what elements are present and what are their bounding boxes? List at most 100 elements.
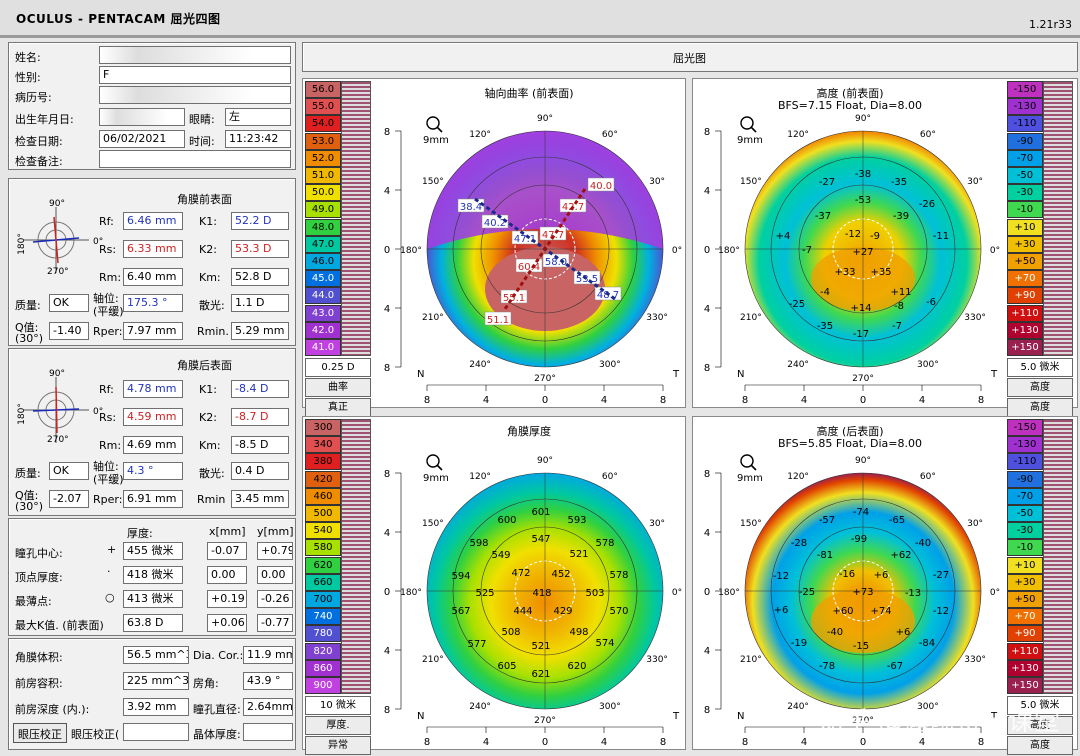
map-title: 角膜厚度 — [507, 425, 551, 438]
svg-text:9mm: 9mm — [737, 135, 763, 146]
note-field[interactable] — [99, 150, 291, 168]
angle-label: 房角: — [193, 677, 219, 690]
map-value: 594 — [451, 571, 470, 582]
dia-field: 11.9 mm — [243, 646, 293, 664]
front-km-label: Km: — [199, 271, 221, 284]
time-field[interactable]: 11:23:42 — [225, 130, 291, 148]
name-field[interactable] — [99, 46, 291, 64]
svg-text:0: 0 — [860, 395, 866, 406]
svg-text:0: 0 — [704, 245, 710, 256]
svg-text:300°: 300° — [917, 360, 939, 370]
map-value: 498 — [569, 627, 588, 638]
svg-text:270°: 270° — [534, 716, 556, 726]
map-value: -12 — [845, 229, 861, 240]
sex-field[interactable]: F — [99, 66, 291, 84]
svg-text:0°: 0° — [990, 246, 1000, 256]
scale-cell: 53.0 — [305, 132, 341, 150]
map-title: 高度 (后表面) — [816, 425, 884, 438]
front-title: 角膜前表面 — [177, 193, 232, 206]
scale-cell: -30 — [1007, 522, 1043, 540]
scale-type-button[interactable]: 真正 — [305, 398, 371, 418]
map-value: -99 — [851, 534, 867, 545]
svg-text:180°: 180° — [400, 246, 422, 256]
iop-correction-button[interactable]: 眼压校正 — [13, 723, 67, 743]
scale-mode-button[interactable]: 高度 — [1007, 716, 1073, 736]
svg-text:4: 4 — [384, 528, 390, 539]
map-value: 418 — [532, 588, 551, 599]
map-value: -39 — [893, 211, 909, 222]
scale-cell: 540 — [305, 522, 341, 540]
front-diag-right: 0° — [93, 237, 104, 247]
svg-text:120°: 120° — [787, 472, 809, 482]
exam-date-field[interactable]: 06/02/2021 — [99, 130, 185, 148]
svg-text:4: 4 — [384, 646, 390, 657]
scale-mode-button[interactable]: 曲率 — [305, 378, 371, 398]
acv-field: 225 mm^3 — [123, 672, 189, 690]
id-field[interactable] — [99, 86, 291, 104]
pachy-row-x: +0.06 — [207, 614, 247, 632]
map-subtitle: BFS=7.15 Float, Dia=8.00 — [777, 99, 922, 112]
svg-text:120°: 120° — [469, 130, 491, 140]
scale-cell: -30 — [1007, 184, 1043, 202]
svg-text:8: 8 — [978, 395, 984, 406]
pupil-label: 瞳孔直径: — [193, 703, 241, 716]
scale-cell: -70 — [1007, 149, 1043, 167]
map-value: -11 — [933, 231, 949, 242]
scale-type-button[interactable]: 异常 — [305, 736, 371, 756]
map-value: +11 — [890, 287, 911, 298]
front-axis-field: 175.3 ° — [123, 294, 183, 312]
note-label: 检查备注: — [15, 155, 63, 168]
svg-text:150°: 150° — [422, 177, 444, 187]
pachymetry-panel: 厚度: x[mm] y[mm] 瞳孔中心: + 455 微米 -0.07 +0.… — [8, 518, 296, 636]
volume-label: 角膜体积: — [15, 651, 63, 664]
scale-type-button[interactable]: 高度 — [1007, 736, 1073, 756]
svg-text:0: 0 — [542, 737, 548, 748]
scale-cell: +130 — [1007, 659, 1043, 677]
svg-text:150°: 150° — [422, 519, 444, 529]
scale-cell: +30 — [1007, 235, 1043, 253]
scale-cell: 380 — [305, 453, 341, 471]
map-value: +14 — [850, 303, 871, 314]
map-value: -13 — [905, 588, 921, 599]
map-value: -25 — [789, 299, 805, 310]
pachy-row-thickness: 418 微米 — [123, 566, 183, 584]
scale-cell: -90 — [1007, 470, 1043, 488]
map-value: -35 — [817, 321, 833, 332]
svg-text:120°: 120° — [469, 472, 491, 482]
scale-cell: 500 — [305, 505, 341, 522]
dob-field[interactable] — [99, 108, 185, 126]
back-title: 角膜后表面 — [177, 359, 232, 372]
svg-text:9mm: 9mm — [423, 135, 449, 146]
pachy-header-x: x[mm] — [209, 525, 246, 538]
svg-text:8: 8 — [384, 363, 390, 374]
scale-cell: +50 — [1007, 253, 1043, 270]
scale-mode-button[interactable]: 厚度. — [305, 716, 371, 736]
scale-cell: +50 — [1007, 591, 1043, 608]
map-value: 549 — [491, 550, 510, 561]
eye-field[interactable]: 左 — [225, 108, 291, 126]
map-value: -26 — [919, 199, 935, 210]
front-rmin-field: 5.29 mm — [231, 322, 289, 340]
scale-mode-button[interactable]: 高度 — [1007, 378, 1073, 398]
back-diag-left: 180° — [16, 403, 27, 425]
back-quality-label: 质量: — [15, 467, 41, 480]
scale-cell: -110 — [1007, 453, 1043, 471]
map-value: 578 — [595, 538, 614, 549]
scale-cell: -150 — [1007, 419, 1043, 436]
map-value: -65 — [889, 515, 905, 526]
svg-text:9mm: 9mm — [737, 473, 763, 484]
map-thickness: 300 340 380 420 460 500 540 580 620 660 700 740 780 8… — [302, 416, 686, 756]
svg-text:4: 4 — [483, 737, 489, 748]
map-value: -12 — [933, 606, 949, 617]
front-axis-label: 轴位: — [93, 292, 119, 305]
front-rs-label: Rs: — [99, 243, 117, 256]
svg-text:8: 8 — [384, 469, 390, 480]
scale-type-button[interactable]: 高度 — [1007, 398, 1073, 418]
map-value: 525 — [475, 588, 494, 599]
pachy-row-label: 最薄点: — [15, 595, 52, 608]
iop-corr-field — [123, 723, 189, 741]
map-value: 547 — [531, 534, 550, 545]
svg-text:210°: 210° — [422, 313, 444, 323]
scale-cell: -10 — [1007, 539, 1043, 557]
front-rm-label: Rm: — [99, 271, 122, 284]
